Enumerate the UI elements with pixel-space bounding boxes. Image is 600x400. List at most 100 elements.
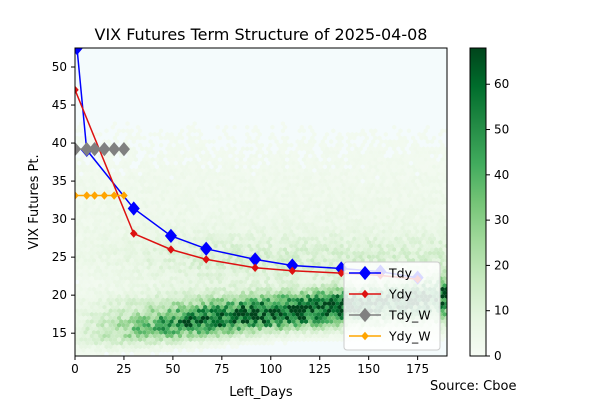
hexbin-cell bbox=[280, 171, 285, 177]
hexbin-cell bbox=[429, 182, 435, 188]
hexbin-cell bbox=[69, 283, 73, 288]
hexbin-cell bbox=[180, 193, 185, 198]
hexbin-cell bbox=[425, 189, 430, 195]
hexbin-cell bbox=[71, 251, 75, 256]
hexbin-cell bbox=[226, 135, 231, 141]
hexbin-cell bbox=[211, 204, 216, 209]
hexbin-cell bbox=[159, 135, 164, 141]
hexbin-cell bbox=[312, 204, 317, 209]
hexbin-cell bbox=[211, 196, 216, 202]
hexbin-cell bbox=[295, 204, 300, 209]
hexbin-cell bbox=[75, 168, 78, 173]
hexbin-cell bbox=[377, 142, 382, 148]
hexbin-cell bbox=[266, 196, 271, 202]
hexbin-cell bbox=[264, 164, 269, 170]
hexbin-cell bbox=[375, 196, 380, 202]
hexbin-cell bbox=[387, 168, 393, 173]
hexbin-cell bbox=[310, 128, 315, 134]
hexbin-cell bbox=[293, 200, 298, 206]
hexbin-cell bbox=[129, 186, 134, 191]
hexbin-cell bbox=[167, 193, 172, 198]
hexbin-cell bbox=[198, 204, 204, 209]
hexbin-cell bbox=[434, 189, 439, 195]
hexbin-cell bbox=[69, 319, 73, 324]
hexbin-cell bbox=[192, 128, 197, 134]
hexbin-cell bbox=[266, 189, 271, 195]
hexbin-cell bbox=[224, 211, 229, 216]
hexbin-cell bbox=[89, 175, 94, 180]
hexbin-cell bbox=[308, 175, 313, 180]
hexbin-cell bbox=[396, 182, 401, 188]
hexbin-cell bbox=[421, 204, 426, 209]
hexbin-cell bbox=[362, 189, 367, 195]
hexbin-cell bbox=[203, 196, 208, 202]
hexbin-cell bbox=[186, 160, 191, 166]
hexbin-cell bbox=[173, 168, 178, 173]
hexbin-cell bbox=[228, 146, 233, 152]
hexbin-cell bbox=[425, 146, 430, 152]
hexbin-cell bbox=[449, 200, 453, 205]
hexbin-cell bbox=[324, 132, 330, 137]
hexbin-cell bbox=[266, 146, 271, 152]
hexbin-cell bbox=[131, 168, 136, 173]
hexbin-cell bbox=[440, 128, 445, 134]
hexbin-cell bbox=[188, 200, 193, 206]
hexbin-cell bbox=[150, 186, 155, 191]
hexbin-cell bbox=[306, 142, 311, 148]
hexbin-cell bbox=[156, 189, 162, 195]
hexbin-cell bbox=[434, 153, 439, 159]
hexbin-cell bbox=[255, 171, 260, 177]
hexbin-cell bbox=[209, 171, 214, 177]
hexbin-cell bbox=[396, 175, 401, 180]
hexbin-cell bbox=[142, 200, 147, 206]
hexbin-cell bbox=[173, 153, 178, 159]
hexbin-cell bbox=[190, 189, 195, 195]
hexbin-cell bbox=[427, 157, 432, 162]
hexbin-cell bbox=[144, 196, 149, 202]
hexbin-cell bbox=[182, 196, 187, 202]
hexbin-cell bbox=[188, 164, 193, 170]
hexbin-cell bbox=[236, 160, 241, 166]
hexbin-cell bbox=[175, 200, 180, 206]
hexbin-cell bbox=[112, 171, 117, 177]
hexbin-cell bbox=[297, 186, 302, 191]
hexbin-cell bbox=[333, 153, 338, 159]
hexbin-cell bbox=[114, 175, 120, 180]
hexbin-cell bbox=[222, 186, 227, 191]
hexbin-cell bbox=[394, 193, 399, 198]
hexbin-cell bbox=[125, 128, 130, 134]
hexbin-cell bbox=[440, 164, 445, 170]
hexbin-cell bbox=[182, 153, 187, 159]
hexbin-cell bbox=[276, 178, 281, 184]
hexbin-cell bbox=[186, 196, 191, 202]
hexbin-cell bbox=[285, 171, 290, 177]
hexbin-cell bbox=[419, 150, 424, 155]
hexbin-cell bbox=[177, 175, 183, 180]
hexbin-cell bbox=[79, 200, 84, 206]
hexbin-cell bbox=[165, 189, 170, 195]
hexbin-cell bbox=[291, 182, 296, 188]
hexbin-cell bbox=[425, 182, 430, 188]
hexbin-cell bbox=[169, 182, 174, 188]
hexbin-cell bbox=[287, 182, 292, 188]
hexbin-cell bbox=[335, 186, 340, 191]
hexbin-cell bbox=[360, 171, 365, 177]
hexbin-cell bbox=[354, 204, 359, 209]
hexbin-cell bbox=[146, 200, 151, 206]
hexbin-cell bbox=[247, 193, 252, 198]
hexbin-cell bbox=[196, 142, 201, 148]
hexbin-cell bbox=[150, 142, 155, 148]
hexbin-cell bbox=[83, 207, 88, 213]
hexbin-cell bbox=[377, 164, 382, 170]
hexbin-cell bbox=[144, 211, 149, 216]
hexbin-cell bbox=[327, 200, 332, 206]
hexbin-cell bbox=[140, 146, 145, 152]
hexbin-cell bbox=[230, 207, 235, 213]
hexbin-cell bbox=[293, 178, 298, 184]
hexbin-cell bbox=[238, 207, 243, 213]
hexbin-cell bbox=[314, 178, 319, 184]
hexbin-cell bbox=[255, 157, 260, 162]
hexbin-cell bbox=[369, 178, 374, 184]
hexbin-cell bbox=[429, 139, 435, 144]
hexbin-cell bbox=[404, 204, 409, 209]
